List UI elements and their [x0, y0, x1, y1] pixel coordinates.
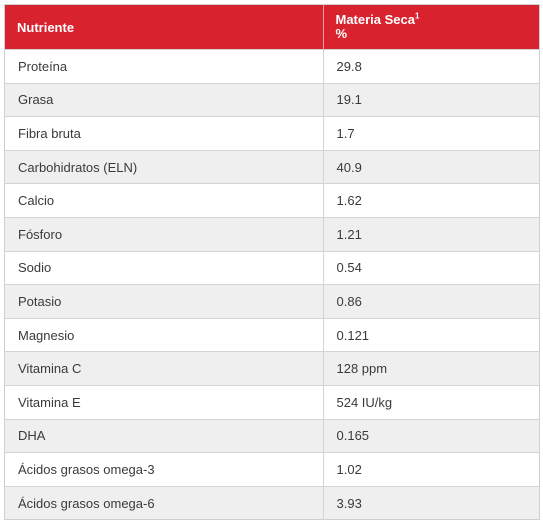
nutrient-name: Calcio: [5, 183, 324, 218]
nutrient-value: 524 IU/kg: [323, 384, 539, 420]
nutrient-name: Fibra bruta: [5, 116, 324, 151]
nutrient-value: 0.86: [323, 284, 539, 319]
nutrient-name: Vitamina C: [5, 351, 324, 386]
table-row: Ácidos grasos omega-3 1.02: [5, 452, 539, 487]
table-row: Vitamina E 524 IU/kg: [5, 384, 539, 420]
nutrient-name: Potasio: [5, 284, 324, 319]
nutrient-name: Grasa: [5, 82, 324, 117]
table-header-row: Nutriente Materia Seca1 %: [5, 5, 539, 50]
header-nutrient: Nutriente: [5, 5, 324, 50]
nutrient-value: 1.21: [323, 216, 539, 252]
table-row: Fósforo 1.21: [5, 216, 539, 252]
header-dry-matter-label: Materia Seca: [335, 12, 416, 27]
table-row: Fibra bruta 1.7: [5, 116, 539, 151]
table-row: DHA 0.165: [5, 418, 539, 453]
nutrient-value: 1.7: [323, 116, 539, 151]
table-row: Calcio 1.62: [5, 183, 539, 218]
table-row: Grasa 19.1: [5, 82, 539, 117]
nutrient-value: 40.9: [323, 149, 539, 184]
table-row: Proteína 29.8: [5, 49, 539, 84]
nutrient-name: Proteína: [5, 49, 324, 84]
header-dry-matter-footnote: 1: [415, 11, 420, 21]
table-row: Carbohidratos (ELN) 40.9: [5, 149, 539, 184]
nutrient-name: Vitamina E: [5, 384, 324, 420]
table-row: Potasio 0.86: [5, 284, 539, 319]
table-row: Magnesio 0.121: [5, 317, 539, 352]
nutrient-value: 1.02: [323, 452, 539, 487]
table-row: Sodio 0.54: [5, 250, 539, 285]
nutrient-value: 3.93: [323, 485, 539, 520]
table-row: Vitamina C 128 ppm: [5, 351, 539, 386]
nutrient-name: DHA: [5, 418, 324, 453]
header-dry-matter-unit: %: [335, 26, 348, 41]
nutrient-value: 29.8: [323, 49, 539, 84]
header-dry-matter: Materia Seca1 %: [323, 5, 539, 50]
table-row: Ácidos grasos omega-6 3.93: [5, 485, 539, 520]
nutrient-name: Magnesio: [5, 317, 324, 352]
nutrient-value: 128 ppm: [323, 351, 539, 386]
nutrient-value: 0.54: [323, 250, 539, 285]
nutrient-name: Fósforo: [5, 216, 324, 252]
nutrient-name: Carbohidratos (ELN): [5, 149, 324, 184]
nutrient-table-container: Nutriente Materia Seca1 % Proteína 29.8 …: [4, 4, 540, 521]
nutrient-value: 19.1: [323, 82, 539, 117]
nutrient-table: Nutriente Materia Seca1 % Proteína 29.8 …: [5, 5, 539, 520]
nutrient-name: Sodio: [5, 250, 324, 285]
nutrient-value: 0.165: [323, 418, 539, 453]
nutrient-value: 1.62: [323, 183, 539, 218]
nutrient-name: Ácidos grasos omega-6: [5, 485, 324, 520]
nutrient-name: Ácidos grasos omega-3: [5, 452, 324, 487]
nutrient-value: 0.121: [323, 317, 539, 352]
